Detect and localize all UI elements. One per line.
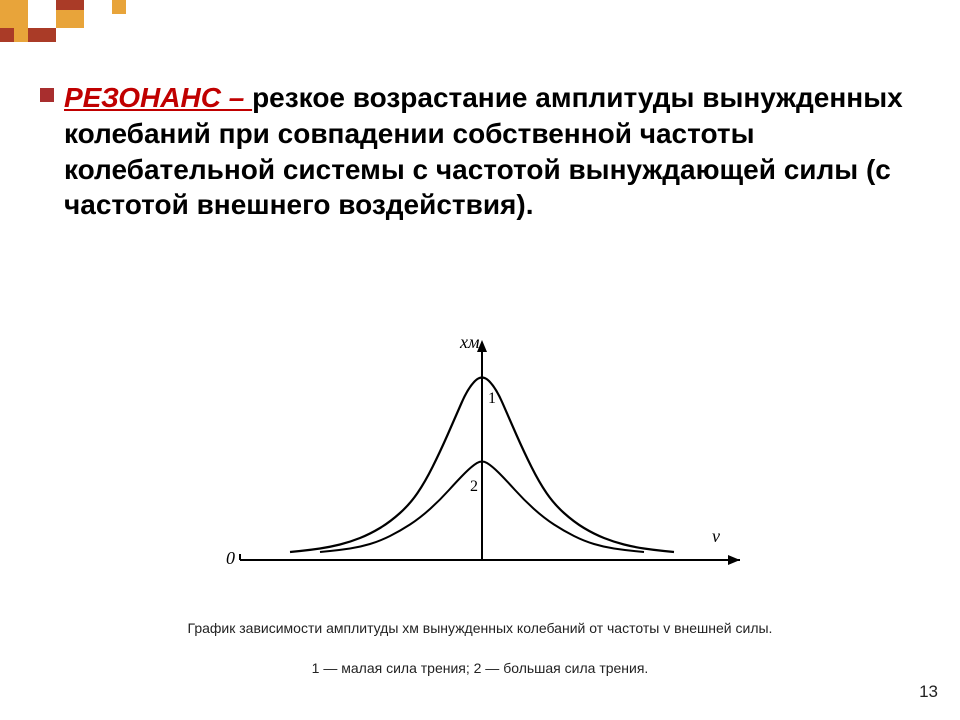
resonance-chart: xм v 0 1 2 <box>200 330 760 600</box>
origin-label: 0 <box>226 548 235 569</box>
definition-text: РЕЗОНАНС – резкое возрастание амплитуды … <box>42 80 918 223</box>
x-axis-label: v <box>712 526 720 547</box>
page-number: 13 <box>919 682 938 702</box>
chart-caption: График зависимости амплитуды xм вынужден… <box>0 620 960 636</box>
curve-2-label: 2 <box>470 478 478 496</box>
decor-square <box>0 28 14 42</box>
decor-square <box>112 0 126 14</box>
decor-square <box>28 0 56 28</box>
bullet-square <box>40 88 54 102</box>
decor-square <box>28 28 56 42</box>
decor-square <box>56 10 84 28</box>
decor-square <box>56 0 84 10</box>
decor-square <box>84 0 112 28</box>
chart-svg <box>200 330 760 580</box>
decor-square <box>14 28 28 42</box>
corner-decoration <box>0 0 960 60</box>
term: РЕЗОНАНС – <box>64 82 252 113</box>
curve-1-label: 1 <box>488 390 496 408</box>
decor-square <box>0 0 28 28</box>
chart-legend: 1 — малая сила трения; 2 — большая сила … <box>0 660 960 676</box>
definition-block: РЕЗОНАНС – резкое возрастание амплитуды … <box>42 80 918 223</box>
y-axis-label: xм <box>460 332 479 353</box>
